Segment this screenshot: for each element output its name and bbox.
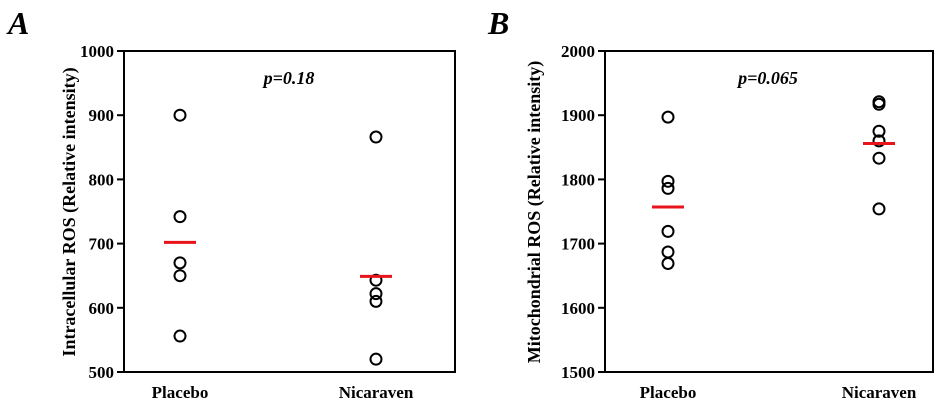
data-point [173,108,187,122]
y-axis-label: Mitochondrial ROS (Relative intensity) [524,61,545,363]
data-point [661,110,675,124]
data-points [164,108,392,366]
y-tick-label: 1800 [561,170,595,189]
data-point [661,224,675,238]
panel-letter: B [487,5,509,41]
y-tick-label: 1700 [561,235,595,254]
y-tick-label: 500 [89,363,115,382]
panel-b: B Mitochondrial ROS (Relative intensity)… [487,5,934,402]
data-point [661,257,675,271]
x-category-label: Placebo [640,383,697,402]
x-axis-categories: Placebo Nicaraven [152,383,414,402]
data-point [369,294,383,308]
data-point [369,352,383,366]
y-tick-label: 600 [89,299,115,318]
data-point [173,269,187,283]
y-axis-ticks: 1500 1600 1700 1800 1900 2000 [561,42,605,382]
data-point [872,97,886,111]
p-value-annotation: p=0.18 [262,68,315,88]
panel-a: A Intracellular ROS (Relative intensity)… [6,5,456,402]
data-point [872,202,886,216]
p-value-annotation: p=0.065 [736,68,798,88]
y-tick-label: 900 [89,106,115,125]
x-axis-categories: Placebo Nicaraven [640,383,917,402]
data-point [173,210,187,224]
data-point [872,124,886,138]
y-axis-label: Intracellular ROS (Relative intensity) [59,67,80,356]
data-point [173,329,187,343]
data-point [369,273,383,287]
data-points [652,95,895,271]
x-category-label: Placebo [152,383,209,402]
x-category-label: Nicaraven [842,383,917,402]
panel-letter: A [6,5,29,41]
data-point [661,181,675,195]
y-tick-label: 800 [89,170,115,189]
y-axis-ticks: 500 600 700 800 900 1000 [80,42,124,382]
y-tick-label: 1000 [80,42,114,61]
data-point [369,130,383,144]
y-tick-label: 1500 [561,363,595,382]
data-point [661,174,675,188]
y-tick-label: 1900 [561,106,595,125]
plot-frame [604,50,934,373]
y-tick-label: 2000 [561,42,595,61]
y-tick-label: 700 [89,235,115,254]
data-point [872,134,886,148]
y-tick-label: 1600 [561,299,595,318]
data-point [872,151,886,165]
x-category-label: Nicaraven [339,383,414,402]
plot-frame [123,50,456,373]
data-point [173,256,187,270]
data-point [369,287,383,301]
data-point [661,245,675,259]
